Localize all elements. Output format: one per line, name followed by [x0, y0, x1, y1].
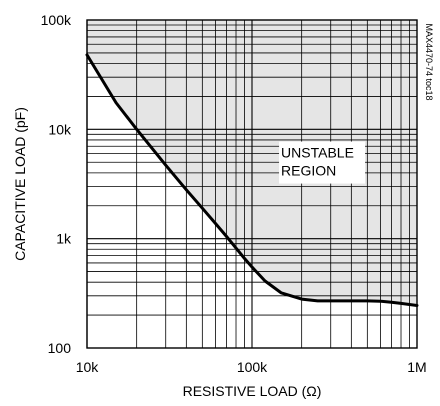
region-label-line: UNSTABLE [281, 145, 354, 161]
y-tick-label: 100k [41, 12, 72, 28]
y-axis-label: CAPACITIVE LOAD (pF) [12, 107, 28, 261]
plot-frame [86, 19, 418, 349]
grid [86, 20, 417, 349]
x-axis-label: RESISTIVE LOAD (Ω) [183, 383, 322, 399]
y-tick-label: 100 [48, 340, 72, 356]
part-number-label: MAX4470-74 toc18 [424, 23, 434, 100]
y-tick-label: 1k [56, 231, 72, 247]
region-label-line: REGION [281, 163, 336, 179]
stability-boundary-curve [85, 53, 419, 307]
curve-layer [85, 53, 419, 307]
x-tick-label: 1M [407, 359, 426, 375]
region-label-background [279, 141, 366, 184]
x-tick-label: 10k [76, 359, 100, 375]
x-tick-label: 100k [237, 359, 268, 375]
tick-labels: 10k 100k 1M 100 1k 10k 100k [41, 12, 427, 375]
y-tick-label: 10k [48, 121, 72, 137]
